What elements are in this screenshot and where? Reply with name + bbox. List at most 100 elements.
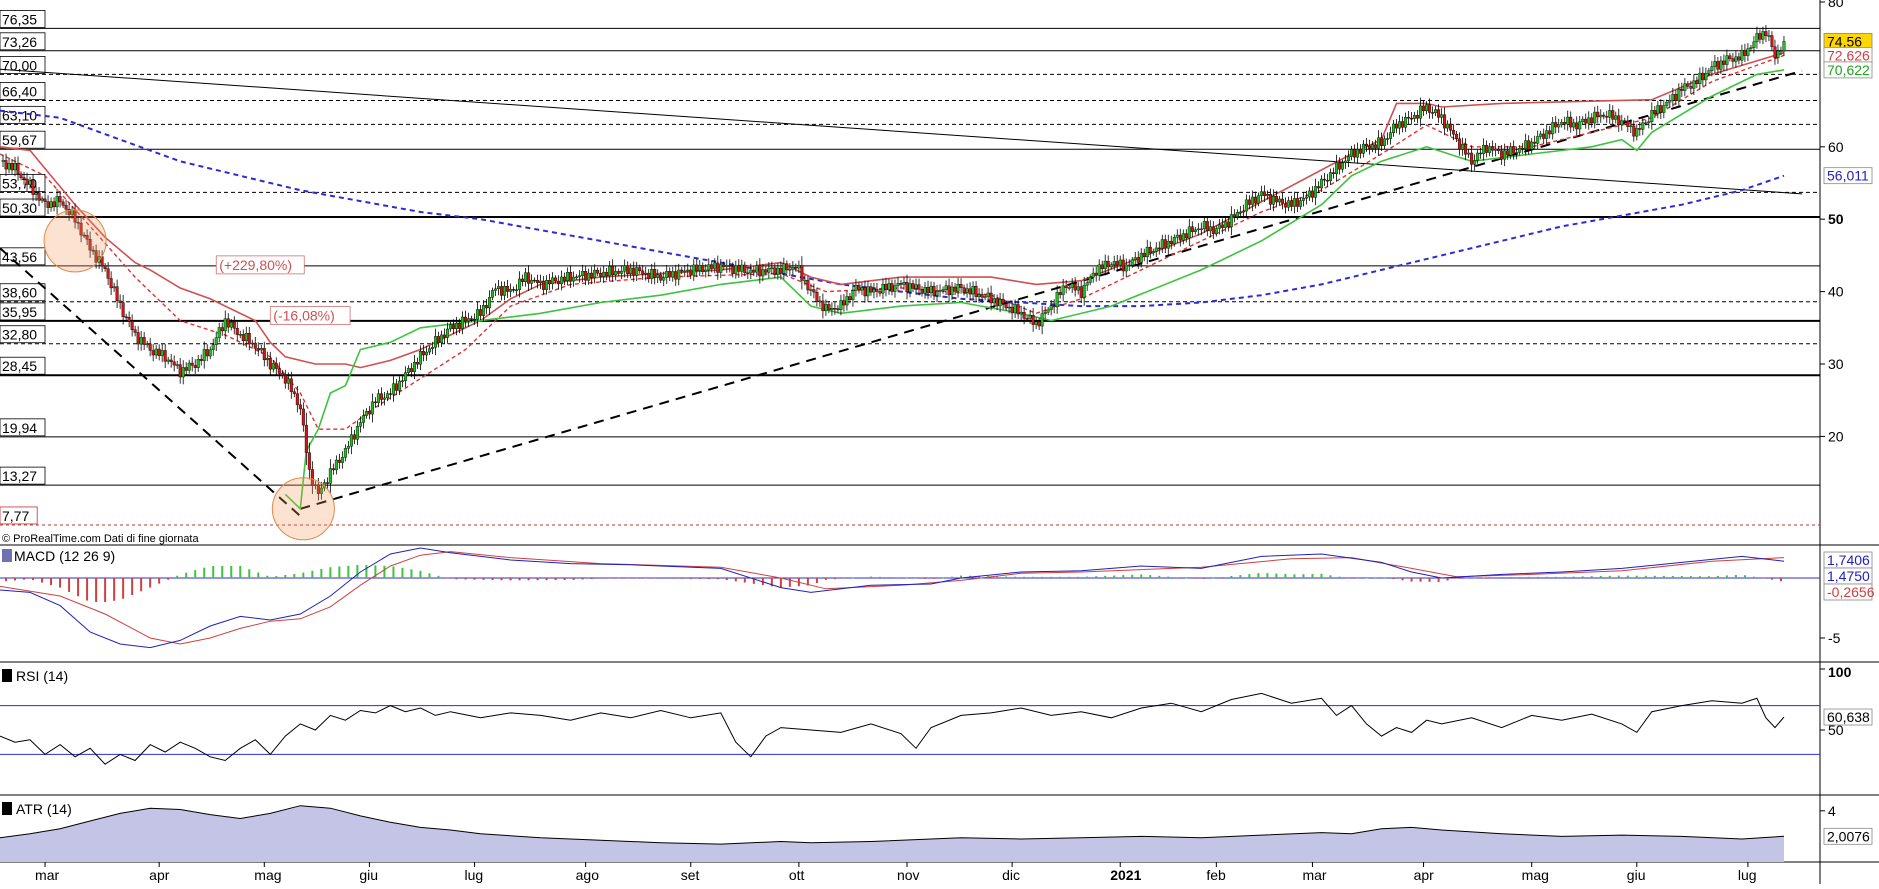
candle-body [142, 337, 146, 345]
macd-histogram-bar [1284, 574, 1287, 578]
macd-histogram-bar [1734, 575, 1737, 578]
macd-signal-line [0, 551, 1785, 645]
candle-body [698, 265, 702, 271]
macd-histogram-bar [878, 576, 881, 578]
candle-body [1725, 55, 1729, 65]
macd-histogram-bar [653, 578, 656, 579]
macd-histogram-bar [978, 575, 981, 578]
candle-body [968, 288, 972, 295]
candle-body [1674, 94, 1678, 101]
macd-histogram-bar [1248, 574, 1251, 578]
candle-body [779, 267, 783, 274]
macd-histogram-bar [1689, 576, 1692, 578]
candle-body [1280, 198, 1284, 204]
level-label-box [0, 283, 46, 302]
candle-body [358, 422, 362, 427]
macd-histogram-bar [644, 578, 647, 579]
candle-body [1229, 214, 1233, 228]
macd-title: MACD (12 26 9) [14, 548, 115, 564]
candle-body [1374, 144, 1378, 149]
candle-body [193, 365, 197, 368]
candle-body [1764, 31, 1768, 36]
price-last-value-box [1823, 61, 1873, 79]
macd-histogram-bar [95, 578, 98, 602]
candle-body [1386, 138, 1390, 140]
candle-body [1770, 35, 1774, 47]
candle-body [560, 276, 564, 285]
candle-body [629, 267, 633, 275]
candle-body [370, 401, 374, 415]
candle-body [1683, 83, 1687, 91]
candle-body [1494, 148, 1498, 151]
candle-body [662, 277, 666, 281]
candle-body [136, 332, 140, 345]
candle-body [316, 484, 320, 494]
candle-body [1199, 228, 1203, 231]
candle-body [923, 287, 927, 294]
candle-body [809, 289, 813, 291]
macd-histogram-bar [230, 566, 233, 578]
macd-histogram-bar [1068, 576, 1071, 578]
candle-body [1133, 257, 1137, 260]
candle-body [1244, 199, 1248, 212]
price-last-value: 74,56 [1827, 33, 1862, 49]
candle-body [917, 284, 921, 290]
candle-body [647, 272, 651, 279]
candle-body [689, 269, 693, 276]
candle-body [55, 196, 59, 208]
candle-body [1160, 239, 1164, 249]
candle-body [58, 196, 62, 203]
candle-body [944, 285, 948, 290]
macd-histogram-bar [1401, 578, 1404, 581]
level-label: 32,80 [2, 327, 37, 343]
level-label-box [0, 466, 46, 485]
candle-body [866, 286, 870, 297]
candle-body [1277, 198, 1281, 203]
candle-body [956, 284, 960, 292]
candle-body [470, 318, 474, 320]
candle-body [860, 287, 864, 291]
candle-body [88, 239, 92, 251]
macd-last-value: 1,7406 [1827, 552, 1870, 568]
candle-body [836, 308, 840, 310]
candle-body [875, 288, 879, 292]
candle-body [13, 162, 17, 171]
candle-body [1124, 264, 1128, 272]
candle-body [1476, 152, 1480, 161]
candle-body [842, 300, 846, 306]
candle-body [1358, 149, 1362, 154]
candle-body [602, 271, 606, 277]
candle-body [196, 359, 200, 368]
candle-body [1238, 211, 1242, 214]
candle-body [298, 404, 302, 410]
candle-body [415, 362, 419, 365]
candle-body [1605, 116, 1609, 118]
envelope-lower-line [284, 69, 1785, 511]
candle-body [878, 291, 882, 294]
candle-body [845, 296, 849, 306]
candle-body [1443, 114, 1447, 129]
candle-body [1593, 111, 1597, 124]
highlight-circle [271, 477, 335, 541]
annotation-box [269, 306, 351, 325]
candle-body [430, 347, 434, 349]
candle-body [524, 272, 528, 282]
candle-body [244, 333, 248, 342]
candle-body [1322, 178, 1326, 181]
candle-body [439, 334, 443, 343]
macd-histogram-bar [428, 573, 431, 578]
level-label: 38,60 [2, 285, 37, 301]
candle-body [94, 250, 98, 263]
candle-body [506, 286, 510, 292]
macd-histogram-bar [698, 578, 701, 579]
candle-body [710, 264, 714, 269]
candle-body [914, 284, 918, 289]
candle-body [497, 286, 501, 290]
candle-body [1106, 260, 1110, 268]
envelope-upper-line [0, 51, 1785, 369]
candle-body [1707, 70, 1711, 74]
candle-body [22, 177, 26, 180]
candle-body [476, 309, 480, 320]
macd-histogram-bar [50, 578, 53, 586]
candle-body [932, 286, 936, 296]
